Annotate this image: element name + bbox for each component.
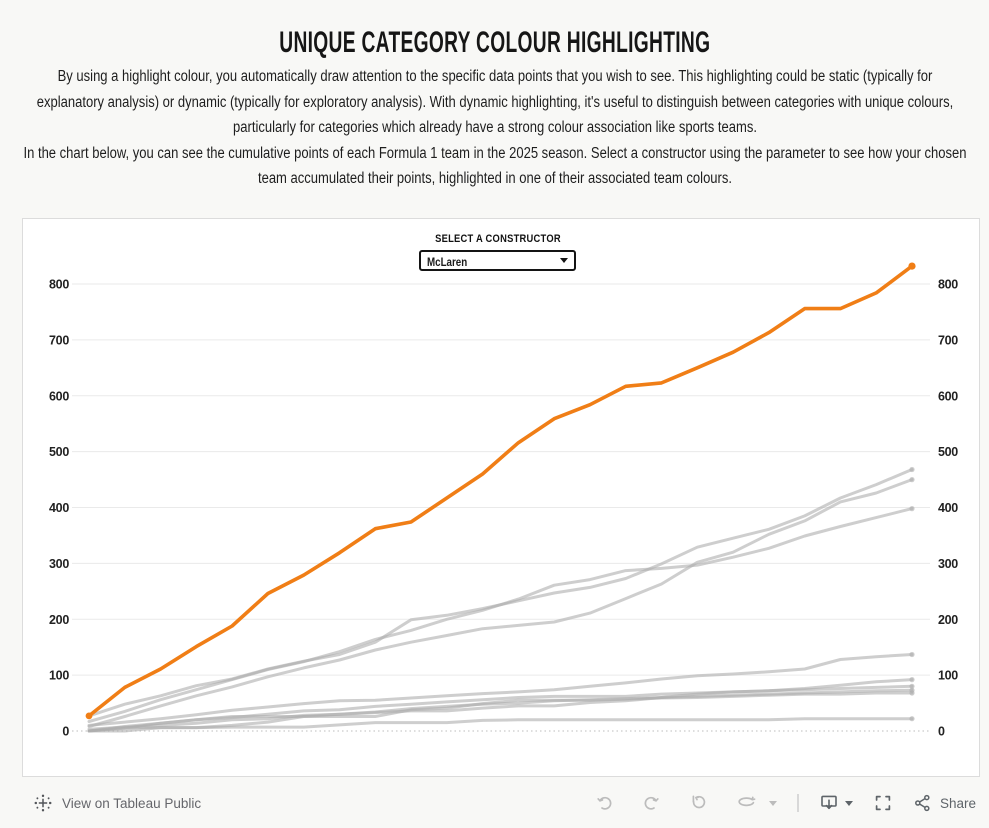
cumulative-points-chart[interactable]: 0 0 100 100 200 200 300 300 400 400 500 500 600 600 70…	[23, 219, 979, 776]
redo-icon	[645, 796, 660, 810]
y-axis-left-tick-label: 400	[49, 501, 69, 515]
series-line-racing-bulls[interactable]	[87, 678, 914, 731]
y-axis-left-tick-label: 500	[49, 445, 69, 459]
y-axis-right-tick-label: 200	[938, 613, 958, 627]
undo-icon	[597, 796, 612, 810]
y-axis-left-tick-label: 800	[49, 278, 69, 292]
series-endpoint-ferrari	[909, 506, 915, 512]
series-endpoint-williams	[909, 651, 915, 658]
caret-down-icon	[769, 800, 778, 806]
constructor-selected-value: McLaren	[427, 257, 468, 269]
fullscreen-button[interactable]	[873, 793, 893, 813]
series-line-haas[interactable]	[87, 688, 914, 733]
refresh-button[interactable]	[737, 793, 759, 813]
y-axis-right-tick-label: 0	[938, 725, 945, 739]
description-paragraph-1: By using a highlight colour, you automat…	[36, 68, 953, 136]
y-axis-right-tick-label: 500	[938, 445, 958, 459]
share-icon	[915, 794, 930, 812]
constructor-select[interactable]: McLaren	[419, 250, 576, 271]
page-title: UNIQUE CATEGORY COLOUR HIGHLIGHTING	[278, 26, 711, 59]
download-icon	[821, 795, 837, 810]
share-button[interactable]: Share	[913, 793, 976, 813]
tableau-logo-icon	[34, 794, 52, 812]
series-startpoint-mclaren	[85, 712, 93, 720]
caret-down-icon	[844, 800, 853, 806]
parameter-label: SELECT A CONSTRUCTOR	[434, 233, 561, 245]
y-axis-left-tick-label: 600	[49, 389, 69, 403]
y-axis-left-tick-label: 700	[49, 333, 69, 347]
series-line-mclaren[interactable]	[87, 264, 914, 718]
series-endpoint-racing-bulls	[909, 677, 915, 683]
series-line-mercedes[interactable]	[87, 468, 914, 718]
toolbar-separator	[797, 794, 799, 812]
viz-panel: 0 0 100 100 200 200 300 300 400 400 500 500 600 600 70…	[22, 218, 980, 777]
replay-icon	[693, 795, 706, 809]
header: UNIQUE CATEGORY COLOUR HIGHLIGHTING By u…	[0, 0, 989, 192]
share-label: Share	[939, 795, 976, 811]
caret-down-icon	[560, 258, 568, 263]
download-button[interactable]	[819, 793, 839, 813]
replay-button[interactable]	[689, 793, 709, 813]
toolbar-buttons: Share	[595, 793, 976, 813]
refresh-icon	[738, 796, 756, 807]
y-axis-left-tick-label: 100	[49, 669, 69, 683]
view-on-tableau-public-link[interactable]: View on Tableau Public	[33, 793, 201, 813]
series-endpoint-mclaren	[908, 262, 916, 270]
series-line-williams[interactable]	[87, 653, 914, 727]
y-axis-right-tick-label: 800	[938, 278, 958, 292]
redo-button[interactable]	[641, 793, 661, 813]
parameter-control: SELECT A CONSTRUCTOR McLaren	[419, 229, 576, 271]
series-endpoint-alpine	[909, 716, 915, 722]
y-axis-right-tick-label: 300	[938, 557, 958, 571]
series-endpoint-mercedes	[909, 466, 915, 473]
description-paragraph-2: In the chart below, you can see the cumu…	[22, 144, 967, 188]
fullscreen-icon	[875, 795, 891, 811]
refresh-options-button[interactable]	[769, 800, 778, 806]
series-endpoint-haas	[909, 687, 915, 693]
y-axis-left-tick-label: 0	[62, 725, 69, 739]
y-axis-right-tick-label: 700	[938, 333, 958, 347]
series-line-red-bull[interactable]	[87, 478, 914, 728]
undo-button[interactable]	[595, 793, 615, 813]
y-axis-right-tick-label: 600	[938, 389, 958, 403]
y-axis-right-tick-label: 400	[938, 501, 958, 515]
series-endpoint-red-bull	[909, 477, 915, 483]
y-axis-right-tick-label: 100	[938, 669, 958, 683]
brand-label: View on Tableau Public	[62, 795, 202, 811]
embed-toolbar: View on Tableau Public	[0, 778, 989, 828]
y-axis-left-tick-label: 200	[49, 613, 69, 627]
series-endpoint-aston-martin	[909, 683, 915, 689]
y-axis-left-tick-label: 300	[49, 557, 69, 571]
download-options-button[interactable]	[844, 800, 853, 806]
